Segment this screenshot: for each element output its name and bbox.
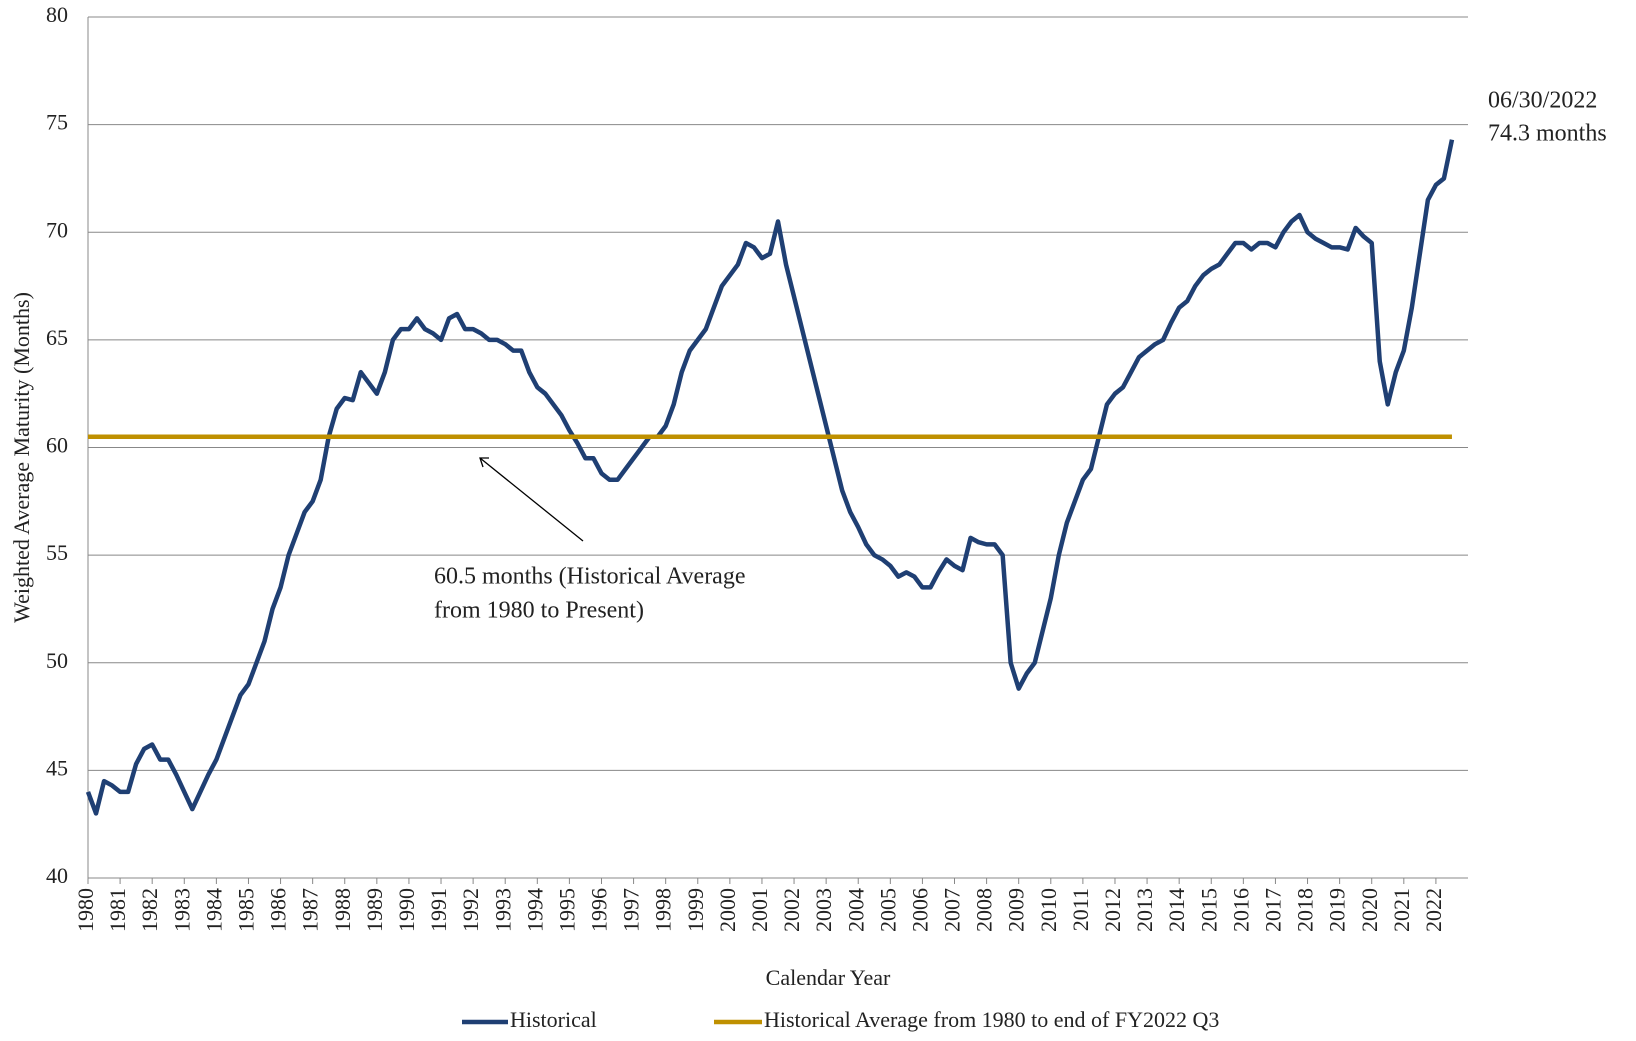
x-tick-label: 2008 xyxy=(972,888,997,932)
x-tick-label: 2001 xyxy=(747,888,772,932)
annotation: 06/30/2022 xyxy=(1488,88,1597,114)
x-tick-label: 1987 xyxy=(298,888,323,932)
x-tick-label: 1986 xyxy=(266,888,291,932)
x-tick-label: 1990 xyxy=(394,888,419,932)
x-tick-label: 2021 xyxy=(1389,888,1414,932)
x-tick-label: 1984 xyxy=(201,888,226,932)
x-tick-label: 1997 xyxy=(619,888,644,932)
x-tick-label: 2007 xyxy=(940,888,965,932)
x-tick-label: 1989 xyxy=(362,888,387,932)
y-tick-label: 80 xyxy=(46,2,68,27)
x-tick-label: 1993 xyxy=(490,888,515,932)
y-axis-title: Weighted Average Maturity (Months) xyxy=(9,292,34,623)
annotation: 74.3 months xyxy=(1488,121,1607,147)
x-tick-label: 1992 xyxy=(458,888,483,932)
x-tick-label: 2014 xyxy=(1164,888,1189,932)
series-line xyxy=(85,139,1455,816)
x-tick-label: 2017 xyxy=(1260,888,1285,932)
legend-label: Historical xyxy=(510,1007,597,1032)
y-tick-label: 75 xyxy=(46,110,68,135)
y-tick-label: 50 xyxy=(46,648,68,673)
x-tick-label: 2004 xyxy=(843,888,868,932)
annotation: 60.5 months (Historical Average xyxy=(434,564,745,590)
y-tick-label: 55 xyxy=(46,540,68,565)
legend-label: Historical Average from 1980 to end of F… xyxy=(764,1007,1219,1032)
arrow-head xyxy=(479,457,489,468)
x-tick-label: 1983 xyxy=(169,888,194,932)
y-tick-label: 60 xyxy=(46,433,68,458)
y-tick-label: 40 xyxy=(46,863,68,888)
x-tick-label: 1982 xyxy=(137,888,162,932)
annotation-arrow xyxy=(479,457,584,542)
x-tick-label: 1985 xyxy=(234,888,259,932)
y-tick-label: 45 xyxy=(46,755,68,780)
x-tick-label: 1988 xyxy=(330,888,355,932)
annotation: from 1980 to Present) xyxy=(434,598,644,624)
x-tick-label: 1980 xyxy=(73,888,98,932)
x-tick-label: 2016 xyxy=(1228,888,1253,932)
x-tick-label: 2011 xyxy=(1068,888,1093,931)
x-tick-label: 2003 xyxy=(811,888,836,932)
x-tick-label: 2019 xyxy=(1325,888,1350,932)
x-tick-label: 2010 xyxy=(1036,888,1061,932)
x-tick-label: 1994 xyxy=(522,888,547,932)
x-tick-label: 2015 xyxy=(1196,888,1221,932)
x-tick-label: 2000 xyxy=(715,888,740,932)
x-tick-label: 2018 xyxy=(1293,888,1318,932)
x-tick-label: 1981 xyxy=(105,888,130,932)
x-tick-label: 2002 xyxy=(779,888,804,932)
x-tick-label: 2013 xyxy=(1132,888,1157,932)
x-tick-label: 1995 xyxy=(554,888,579,932)
x-tick-label: 1996 xyxy=(587,888,612,932)
x-tick-label: 2012 xyxy=(1100,888,1125,932)
x-tick-label: 1999 xyxy=(683,888,708,932)
x-axis-title: Calendar Year xyxy=(766,965,891,990)
x-tick-label: 2009 xyxy=(1004,888,1029,932)
y-tick-label: 65 xyxy=(46,325,68,350)
x-tick-label: 2006 xyxy=(907,888,932,932)
x-tick-label: 1991 xyxy=(426,888,451,932)
x-tick-label: 2005 xyxy=(875,888,900,932)
x-tick-label: 2022 xyxy=(1421,888,1446,932)
x-tick-label: 2020 xyxy=(1357,888,1382,932)
x-tick-label: 1998 xyxy=(651,888,676,932)
y-tick-label: 70 xyxy=(46,217,68,242)
